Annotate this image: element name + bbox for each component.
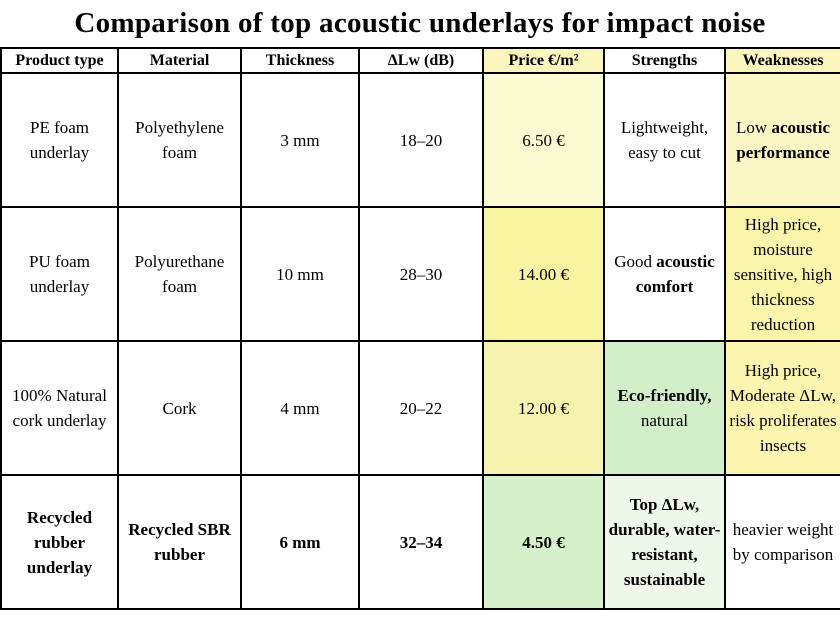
header-cell: Product type: [0, 47, 119, 74]
table-cell: 100% Natural cork underlay: [0, 340, 119, 476]
table-cell: 3 mm: [240, 72, 360, 208]
table-cell: 14.00 €: [482, 206, 605, 342]
table-cell: 10 mm: [240, 206, 360, 342]
table-cell: 28–30: [358, 206, 484, 342]
cell-text: 4 mm: [280, 398, 320, 418]
table-cell: PE foam underlay: [0, 72, 119, 208]
table-cell: Polyurethane foam: [117, 206, 242, 342]
cell-text: Recycled rubber underlay: [26, 507, 93, 577]
table-cell: 18–20: [358, 72, 484, 208]
header-cell: Weaknesses: [724, 47, 840, 74]
cell-text: Eco-friendly,: [617, 386, 712, 405]
cell-text: PU foam underlay: [29, 252, 90, 296]
header-row: Product type Material Thickness ΔLw (dB) Pri…: [0, 47, 840, 74]
cell-text: 3 mm: [280, 130, 320, 150]
table-cell: heavier weight by comparison: [724, 474, 840, 610]
cell-text: Lightweight, easy to cut: [620, 118, 709, 162]
cell-text: 6.50 €: [522, 130, 565, 150]
header-cell: ΔLw (dB): [358, 47, 484, 74]
table-row: PE foam underlay Polyethylene foam 3 mm 18–…: [0, 72, 840, 208]
cell-text: Good: [614, 252, 657, 271]
cell-text: acoustic comfort: [635, 252, 715, 296]
table-cell: High price, Moderate ΔLw, risk prolifera…: [724, 340, 840, 476]
table-cell: High price, moisture sensitive, high thi…: [724, 206, 840, 342]
cell-text: 18–20: [399, 130, 443, 150]
table-cell: PU foam underlay: [0, 206, 119, 342]
table-cell: 6 mm: [240, 474, 360, 610]
table-row: PU foam underlay Polyurethane foam 10 mm 28…: [0, 206, 840, 342]
cell-text: 12.00 €: [518, 398, 569, 418]
table-cell: 32–34: [358, 474, 484, 610]
comparison-table: Product type Material Thickness ΔLw (dB) Pri…: [0, 47, 840, 610]
table-cell: Top ΔLw, durable, water-resistant, susta…: [603, 474, 726, 610]
table-cell: 20–22: [358, 340, 484, 476]
table-cell: 4 mm: [240, 340, 360, 476]
table-cell: Lightweight, easy to cut: [603, 72, 726, 208]
cell-text: Polyethylene foam: [135, 118, 224, 162]
cell-text: 28–30: [399, 264, 443, 284]
cell-text: High price, Moderate ΔLw, risk prolifera…: [729, 361, 837, 455]
cell-text: Low: [736, 118, 772, 137]
cell-text: 32–34: [399, 532, 443, 552]
cell-text: 4.50 €: [522, 532, 565, 552]
table-cell: 4.50 €: [482, 474, 605, 610]
table-cell: 6.50 €: [482, 72, 605, 208]
cell-text: 6 mm: [279, 532, 321, 552]
table-row: Recycled rubber underlay Recycled SBR rub…: [0, 474, 840, 610]
table-cell: Eco-friendly, natural: [603, 340, 726, 476]
header-cell: Price €/m²: [482, 47, 605, 74]
cell-text: acoustic performance: [736, 118, 830, 162]
cell-text: 100% Natural cork underlay: [12, 386, 107, 430]
cell-text: natural: [640, 411, 689, 430]
header-cell: Strengths: [603, 47, 726, 74]
cell-text: 10 mm: [276, 264, 324, 284]
cell-text: Recycled SBR rubber: [128, 520, 231, 564]
cell-text: Cork: [162, 398, 197, 418]
table-row: 100% Natural cork underlay Cork 4 mm 20–22 1…: [0, 340, 840, 476]
table-cell: Good acoustic comfort: [603, 206, 726, 342]
table-body: PE foam underlay Polyethylene foam 3 mm 18–…: [0, 72, 840, 610]
header-cell: Material: [117, 47, 242, 74]
cell-text: 14.00 €: [518, 264, 569, 284]
table-cell: Recycled rubber underlay: [0, 474, 119, 610]
table-cell: Recycled SBR rubber: [117, 474, 242, 610]
cell-text: High price, moisture sensitive, high thi…: [733, 214, 833, 334]
table-cell: Low acoustic performance: [724, 72, 840, 208]
title: Comparison of top acoustic underlays for…: [74, 7, 766, 39]
cell-text: Polyurethane foam: [134, 252, 225, 296]
table-cell: Polyethylene foam: [117, 72, 242, 208]
cell-text: PE foam underlay: [29, 118, 90, 162]
table-cell: 12.00 €: [482, 340, 605, 476]
cell-text: 20–22: [399, 398, 443, 418]
cell-text: Top ΔLw, durable, water-resistant, susta…: [608, 495, 721, 589]
cell-text: heavier weight by comparison: [732, 520, 834, 564]
table-cell: Cork: [117, 340, 242, 476]
header-cell: Thickness: [240, 47, 360, 74]
